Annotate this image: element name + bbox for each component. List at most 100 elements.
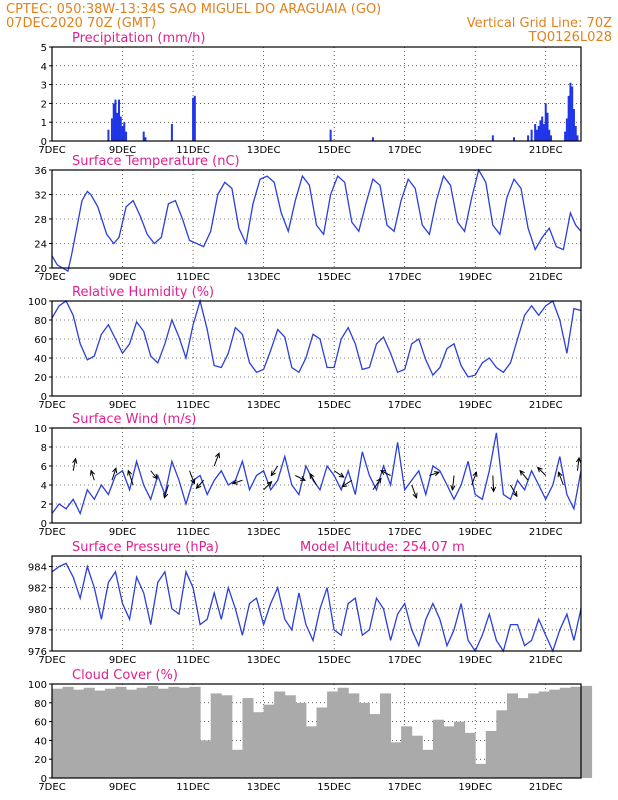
y-tick-label: 80 xyxy=(34,699,47,710)
cloud-bar xyxy=(295,702,307,778)
plot-frame xyxy=(51,427,582,524)
y-tick-label: 0 xyxy=(41,774,47,785)
y-tick-label: 100 xyxy=(28,680,47,691)
wind-arrow xyxy=(111,468,117,481)
wind-arrow xyxy=(263,481,272,491)
wind-arrowhead xyxy=(379,470,386,475)
x-tick-label: 11DEC xyxy=(176,655,210,666)
y-tick-label: 984 xyxy=(28,563,47,574)
cloud-bar xyxy=(231,749,243,778)
y-tick-label: 20 xyxy=(34,373,47,384)
precip-bar xyxy=(119,116,122,141)
wind-arrowhead xyxy=(412,492,418,499)
x-tick-label: 19DEC xyxy=(458,272,492,283)
cloud-bar xyxy=(210,693,222,778)
cloud-bar xyxy=(549,689,561,778)
x-tick-label: 19DEC xyxy=(458,655,492,666)
plot-frame xyxy=(51,683,582,779)
y-tick-label: 10 xyxy=(34,424,47,435)
wind-arrowhead xyxy=(89,469,95,476)
wind-arrow xyxy=(411,484,417,498)
wind-arrowhead xyxy=(341,482,348,488)
wind-arrow xyxy=(492,475,495,492)
precip-bar xyxy=(569,82,572,141)
precip-bar xyxy=(544,103,547,141)
wind-arrowhead xyxy=(152,473,158,480)
y-tick-label: 60 xyxy=(34,718,47,729)
precip-bar xyxy=(110,118,113,141)
x-tick-label: 7DEC xyxy=(38,782,65,793)
wind-arrowhead xyxy=(450,485,456,492)
precip-bar xyxy=(571,86,574,141)
y-tick-label: 60 xyxy=(34,335,47,346)
cloud-bar xyxy=(104,688,116,778)
series-line xyxy=(51,168,582,273)
precip-bar xyxy=(574,125,577,141)
cloud-bar xyxy=(94,690,106,778)
x-tick-label: 9DEC xyxy=(109,272,136,283)
x-tick-label: 7DEC xyxy=(38,655,65,666)
header-grid-line: Vertical Grid Line: 70Z xyxy=(467,16,612,31)
cloud-bar xyxy=(274,691,286,778)
cloud-bar xyxy=(115,686,127,778)
x-tick-label: 13DEC xyxy=(247,400,281,411)
cloud-bar xyxy=(475,763,487,778)
x-tick-label: 11DEC xyxy=(176,782,210,793)
x-tick-label: 13DEC xyxy=(247,145,281,156)
y-tick-label: 2 xyxy=(41,99,47,110)
wind-arrowhead xyxy=(309,472,315,479)
panel-title: Cloud Cover (%) xyxy=(72,668,178,683)
precip-bar xyxy=(491,135,494,141)
x-tick-label: 21DEC xyxy=(529,400,563,411)
wind-arrowhead xyxy=(512,491,518,498)
panel-title: Surface Pressure (hPa) xyxy=(72,540,219,555)
header-location: CPTEC: 050:38W-13:34S SAO MIGUEL DO ARAG… xyxy=(6,2,381,17)
precip-bar xyxy=(193,95,196,141)
cloud-bar xyxy=(263,704,275,778)
precip-bar xyxy=(142,131,145,141)
y-tick-label: 20 xyxy=(34,755,47,766)
x-tick-label: 17DEC xyxy=(388,782,422,793)
x-tick-label: 9DEC xyxy=(109,782,136,793)
x-tick-label: 7DEC xyxy=(38,145,65,156)
wind-arrow xyxy=(519,470,529,481)
plot-frame xyxy=(51,555,582,652)
x-tick-label: 17DEC xyxy=(388,527,422,538)
cloud-bar xyxy=(559,687,571,778)
precip-bar xyxy=(535,129,538,141)
precip-bar xyxy=(371,137,374,141)
wind-arrow xyxy=(333,470,345,478)
cloud-bar xyxy=(348,693,360,778)
panel-1: 0 1 2 3 4 5 7DEC 9DEC 11DEC 13DEC 15DEC 17DEC 19DEC 2… xyxy=(38,31,582,156)
precip-bar xyxy=(548,129,551,141)
x-tick-label: 15DEC xyxy=(317,527,351,538)
plot-frame xyxy=(51,46,582,142)
precip-bar xyxy=(144,137,147,141)
precip-bar xyxy=(534,124,537,141)
wind-arrow xyxy=(380,470,391,476)
plot-frame xyxy=(51,300,582,397)
precip-bar xyxy=(542,124,545,141)
panel-title: Precipitation (mm/h) xyxy=(72,31,205,46)
x-tick-label: 21DEC xyxy=(529,527,563,538)
panel-6: 0 20 40 60 80 100 7DEC 9DEC 11DEC 13DEC 15DEC 17DEC… xyxy=(28,668,593,793)
cloud-bar xyxy=(168,686,180,778)
panel-3: 0 20 40 60 80 100 7DEC 9DEC 11DEC 13DEC 15DEC 17DEC… xyxy=(28,285,582,411)
x-tick-label: 11DEC xyxy=(176,145,210,156)
x-tick-label: 15DEC xyxy=(317,272,351,283)
x-tick-label: 19DEC xyxy=(458,782,492,793)
cloud-bar xyxy=(83,687,95,778)
wind-arrow xyxy=(127,470,134,486)
panel-4: 0 2 4 6 8 10 7DEC 9DEC 11DEC 13DEC 15DEC 17DEC 19DEC… xyxy=(34,412,582,538)
precip-bar xyxy=(565,118,568,141)
x-tick-label: 9DEC xyxy=(109,655,136,666)
x-tick-label: 21DEC xyxy=(529,272,563,283)
wind-arrow xyxy=(196,479,205,489)
precip-bar xyxy=(123,122,126,141)
wind-arrow xyxy=(270,465,279,476)
cloud-bar xyxy=(178,687,191,778)
precip-bar xyxy=(192,97,195,141)
wind-arrow xyxy=(213,453,220,467)
header-init-date: 07DEC2020 70Z (GMT) xyxy=(6,16,156,31)
y-tick-label: 2 xyxy=(41,500,47,511)
